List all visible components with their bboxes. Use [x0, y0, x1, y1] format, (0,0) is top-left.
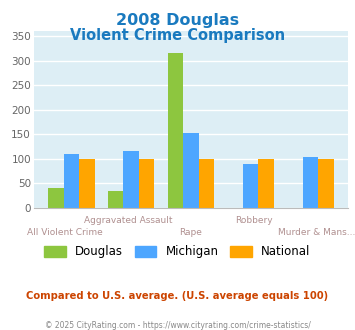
Bar — [64, 154, 79, 208]
Bar — [183, 133, 198, 208]
Bar — [168, 53, 183, 208]
Text: Murder & Mans...: Murder & Mans... — [278, 228, 355, 237]
Bar — [243, 164, 258, 208]
Bar — [123, 150, 139, 208]
Text: © 2025 CityRating.com - https://www.cityrating.com/crime-statistics/: © 2025 CityRating.com - https://www.city… — [45, 321, 310, 330]
Text: Rape: Rape — [179, 228, 202, 237]
Bar — [48, 188, 64, 208]
Text: 2008 Douglas: 2008 Douglas — [116, 13, 239, 28]
Bar — [79, 159, 95, 208]
Text: Aggravated Assault: Aggravated Assault — [84, 216, 172, 225]
Text: Violent Crime Comparison: Violent Crime Comparison — [70, 28, 285, 43]
Bar — [198, 159, 214, 208]
Bar — [258, 159, 274, 208]
Text: All Violent Crime: All Violent Crime — [27, 228, 103, 237]
Text: Compared to U.S. average. (U.S. average equals 100): Compared to U.S. average. (U.S. average … — [26, 291, 329, 301]
Bar — [318, 159, 334, 208]
Legend: Douglas, Michigan, National: Douglas, Michigan, National — [40, 241, 315, 263]
Bar — [302, 157, 318, 208]
Text: Robbery: Robbery — [235, 216, 272, 225]
Bar — [139, 159, 154, 208]
Bar — [108, 191, 123, 208]
